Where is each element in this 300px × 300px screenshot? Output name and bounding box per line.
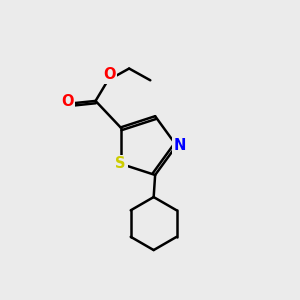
- Text: O: O: [103, 68, 116, 82]
- Text: O: O: [61, 94, 74, 109]
- Text: S: S: [115, 156, 126, 171]
- Text: N: N: [173, 138, 186, 153]
